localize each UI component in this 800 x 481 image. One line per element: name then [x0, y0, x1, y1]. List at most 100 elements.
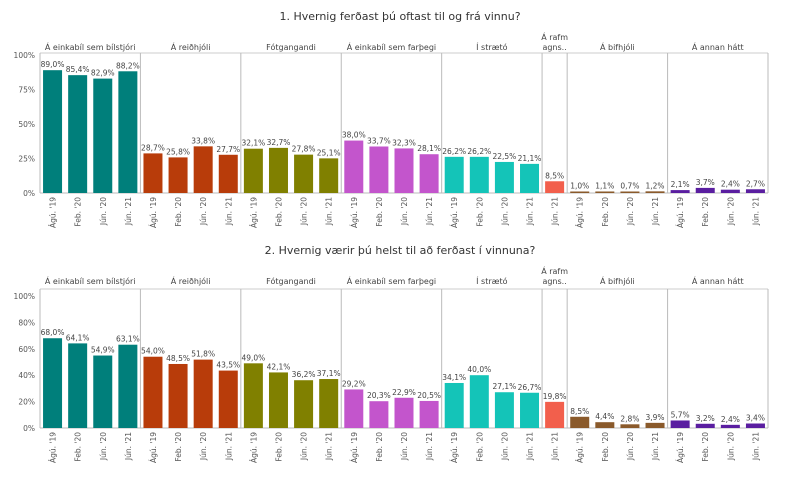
y-tick-label: 100% — [14, 292, 35, 301]
panel-header: Á annan hátt — [692, 275, 744, 286]
y-tick-label: 50% — [18, 120, 35, 129]
data-label: 43,5% — [216, 361, 240, 370]
bar — [344, 140, 364, 193]
data-label: 21,1% — [518, 154, 542, 163]
y-tick-label: 60% — [18, 345, 35, 354]
x-tick-label: Ágú. '19 — [149, 432, 158, 463]
x-tick-label: Feb. '20 — [601, 197, 610, 227]
panel-header: Á bifhjóli — [600, 41, 635, 52]
data-label: 54,9% — [91, 346, 115, 355]
bar — [444, 156, 464, 193]
x-tick-label: Jún. '20 — [726, 197, 735, 226]
x-tick-label: Feb. '20 — [475, 197, 484, 227]
data-label: 19,8% — [543, 392, 567, 401]
data-label: 3,9% — [646, 413, 665, 422]
x-tick-label: Jún. '21 — [124, 197, 133, 226]
bar — [294, 380, 314, 428]
x-tick-label: Feb. '20 — [174, 432, 183, 462]
x-tick-label: Jún. '21 — [425, 197, 434, 226]
y-tick-label: 25% — [18, 155, 35, 164]
bar — [193, 359, 213, 428]
bar — [494, 161, 514, 193]
x-tick-label: Jún. '21 — [325, 197, 334, 226]
y-tick-label: 0% — [23, 189, 35, 198]
bar — [268, 147, 288, 193]
data-label: 1,2% — [646, 181, 665, 190]
data-label: 42,1% — [267, 362, 291, 371]
bar — [168, 363, 188, 428]
x-tick-label: Jún. '20 — [626, 432, 635, 461]
x-tick-label: Jún. '20 — [199, 197, 208, 226]
data-label: 48,5% — [166, 354, 190, 363]
x-tick-label: Feb. '20 — [601, 432, 610, 462]
panel-header: Á bifhjóli — [600, 275, 635, 286]
y-tick-label: 80% — [18, 318, 35, 327]
panel-header: Á einkabíl sem farþegi — [347, 275, 436, 286]
bar — [595, 191, 615, 193]
x-tick-label: Feb. '20 — [375, 432, 384, 462]
x-tick-label: Jún. '21 — [526, 432, 535, 461]
bar — [369, 401, 389, 428]
bar — [545, 181, 565, 193]
data-label: 49,0% — [241, 353, 265, 362]
bar — [118, 71, 138, 193]
x-tick-label: Jún. '21 — [751, 197, 760, 226]
x-tick-label: Feb. '20 — [174, 197, 183, 227]
x-tick-label: Feb. '20 — [74, 432, 83, 462]
panel-header: Á einkabíl sem bílstjóri — [45, 41, 136, 52]
bar — [745, 189, 765, 193]
chart-title: 2. Hvernig værir þú helst til að ferðast… — [265, 244, 536, 257]
panel-header: Á rafm — [541, 265, 568, 276]
bar — [469, 375, 489, 428]
bar — [570, 191, 590, 193]
x-tick-label: Ágú. '19 — [676, 432, 685, 463]
x-tick-label: Jún. '21 — [551, 197, 560, 226]
bar — [620, 191, 640, 193]
panel-header: Fótgangandi — [266, 276, 316, 286]
data-label: 25,8% — [166, 147, 190, 156]
data-label: 27,8% — [292, 145, 316, 154]
bar — [93, 355, 113, 428]
x-tick-label: Feb. '20 — [701, 432, 710, 462]
panel-header: Á rafm — [541, 31, 568, 42]
data-label: 36,2% — [292, 370, 316, 379]
x-tick-label: Ágú. '19 — [450, 197, 459, 228]
bar — [369, 146, 389, 193]
bar — [645, 422, 665, 428]
x-tick-label: Jún. '20 — [500, 197, 509, 226]
bar — [243, 363, 263, 428]
bar — [745, 423, 765, 428]
bar — [494, 392, 514, 428]
x-tick-label: Jún. '21 — [751, 432, 760, 461]
x-tick-label: Feb. '20 — [375, 197, 384, 227]
panel-header: agns.. — [542, 43, 566, 52]
x-tick-label: Jún. '21 — [526, 197, 535, 226]
x-tick-label: Feb. '20 — [701, 197, 710, 227]
data-label: 5,7% — [671, 410, 690, 419]
bar — [394, 397, 414, 428]
data-label: 33,7% — [367, 136, 391, 145]
data-label: 34,1% — [442, 373, 466, 382]
x-tick-label: Jún. '21 — [651, 432, 660, 461]
data-label: 22,9% — [392, 388, 416, 397]
bar — [545, 401, 565, 428]
panel-header: Fótgangandi — [266, 42, 316, 52]
y-tick-label: 75% — [18, 86, 35, 95]
data-label: 8,5% — [570, 407, 589, 416]
x-tick-label: Jún. '20 — [99, 197, 108, 226]
bar — [143, 356, 163, 428]
data-label: 3,7% — [696, 178, 715, 187]
data-label: 1,0% — [570, 182, 589, 191]
y-tick-label: 20% — [18, 398, 35, 407]
data-label: 2,7% — [746, 179, 765, 188]
bar — [218, 370, 238, 428]
data-label: 2,4% — [721, 180, 740, 189]
x-tick-label: Jún. '21 — [224, 432, 233, 461]
data-label: 88,2% — [116, 61, 140, 70]
bar — [720, 424, 740, 428]
x-tick-label: Jún. '21 — [651, 197, 660, 226]
panel-header: Á einkabíl sem farþegi — [347, 41, 436, 52]
x-tick-label: Jún. '21 — [425, 432, 434, 461]
data-label: 20,5% — [417, 391, 441, 400]
x-tick-label: Jún. '20 — [300, 197, 309, 226]
